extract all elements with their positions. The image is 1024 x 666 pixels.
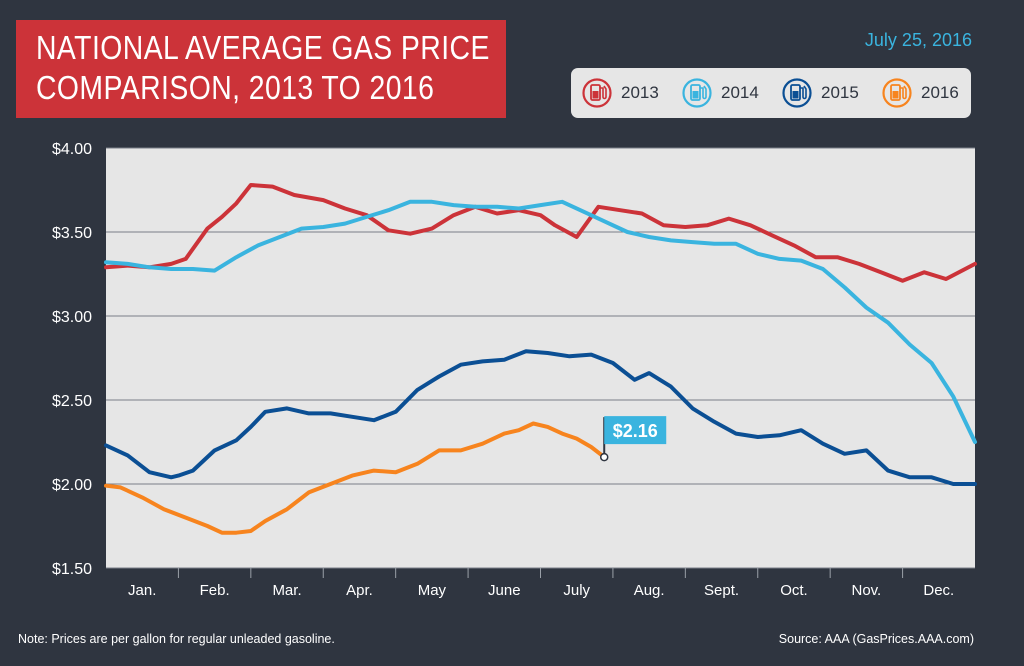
source-note: Source: AAA (GasPrices.AAA.com) — [778, 632, 974, 646]
x-tick-label: Oct. — [780, 582, 808, 599]
gas-pump-icon — [782, 78, 812, 108]
callout-label: $2.16 — [613, 421, 658, 441]
gas-pump-icon — [882, 78, 912, 108]
series-line-2015 — [104, 349, 977, 486]
legend-label-2016: 2016 — [921, 83, 959, 102]
footnote: Note: Prices are per gallon for regular … — [18, 632, 335, 646]
legend-label-2015: 2015 — [821, 83, 859, 102]
y-tick-label: $3.00 — [52, 309, 92, 326]
series-line-2014 — [104, 199, 977, 444]
x-tick-label: Mar. — [272, 582, 301, 599]
series-line-2016 — [104, 421, 607, 535]
title-banner: NATIONAL AVERAGE GAS PRICE COMPARISON, 2… — [16, 20, 506, 118]
legend-label-2013: 2013 — [621, 83, 659, 102]
chart-title-line-2: COMPARISON, 2013 TO 2016 — [36, 69, 435, 106]
legend-label-2014: 2014 — [721, 83, 759, 102]
date-label: July 25, 2016 — [864, 30, 972, 50]
y-tick-label: $3.50 — [52, 225, 92, 242]
x-tick-label: Feb. — [200, 582, 230, 599]
x-tick-label: Aug. — [634, 582, 665, 599]
callout-badge — [604, 416, 667, 445]
series-line-2013 — [104, 183, 977, 283]
legend: 2013 2014 2015 2016 — [571, 68, 971, 118]
chart-title-line-1: NATIONAL AVERAGE GAS PRICE — [36, 29, 490, 66]
x-tick-label: Sept. — [704, 582, 739, 599]
x-tick-label: May — [418, 582, 447, 599]
x-tick-label: Jan. — [128, 582, 156, 599]
plot-area — [106, 148, 975, 568]
x-tick-label: Nov. — [852, 582, 882, 599]
y-tick-label: $1.50 — [52, 561, 92, 578]
y-tick-label: $2.00 — [52, 477, 92, 494]
x-tick-label: Apr. — [346, 582, 373, 599]
x-tick-label: July — [563, 582, 590, 599]
gas-pump-icon — [682, 78, 712, 108]
gas-pump-icon — [582, 78, 612, 108]
y-tick-label: $2.50 — [52, 393, 92, 410]
x-tick-label: Dec. — [923, 582, 954, 599]
callout-point — [599, 452, 609, 462]
x-tick-label: June — [488, 582, 521, 599]
y-tick-label: $4.00 — [52, 141, 92, 158]
